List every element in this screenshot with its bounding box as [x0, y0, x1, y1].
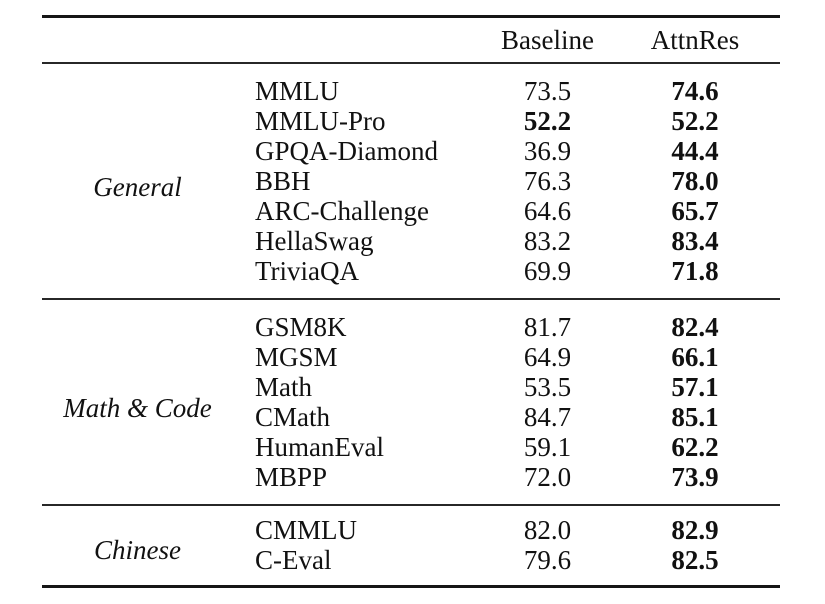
attnres-value: 82.9: [671, 514, 719, 545]
attnres-value: 82.5: [671, 544, 719, 575]
header-baseline: Baseline: [501, 24, 594, 55]
baseline-value: 64.9: [523, 341, 572, 372]
attnres-value: 78.0: [671, 165, 719, 196]
category-label-chinese: Chinese: [94, 534, 181, 565]
table-row: CMath 84.7 85.1: [42, 402, 780, 432]
attnres-value: 44.4: [671, 135, 719, 166]
attnres-value: 71.8: [671, 255, 719, 286]
table-row: MBPP 72.0 73.9: [42, 462, 780, 505]
table-row: Chinese CMMLU 82.0 82.9: [42, 505, 780, 563]
benchmark-name: CMath: [255, 401, 331, 432]
table-row: MGSM 64.9 66.1: [42, 342, 780, 372]
baseline-value: 69.9: [523, 255, 572, 286]
attnres-value: 82.4: [671, 311, 719, 342]
section-general: General MMLU 73.5 74.6 MMLU-Pro 52.2 52.…: [42, 63, 780, 299]
attnres-value: 83.4: [671, 225, 719, 256]
attnres-value: 66.1: [671, 341, 719, 372]
benchmark-name: HellaSwag: [255, 225, 374, 256]
baseline-value: 81.7: [523, 311, 572, 342]
baseline-value: 52.2: [523, 105, 572, 136]
benchmark-name: CMMLU: [255, 514, 358, 545]
header-benchmark-cell: [255, 17, 485, 64]
table-row: MMLU-Pro 52.2 52.2: [42, 106, 780, 136]
section-math-code: Math & Code GSM8K 81.7 82.4 MGSM 64.9 66…: [42, 299, 780, 505]
benchmark-name: BBH: [255, 165, 311, 196]
attnres-value: 57.1: [671, 371, 719, 402]
section-chinese: Chinese CMMLU 82.0 82.9 C-Eval 79.6 82.5: [42, 505, 780, 587]
benchmark-results-table: Baseline AttnRes General MMLU 73.5 74.6 …: [42, 15, 780, 588]
table-header: Baseline AttnRes: [42, 17, 780, 64]
table-row: Math 53.5 57.1: [42, 372, 780, 402]
baseline-value: 64.6: [523, 195, 572, 226]
benchmark-name: HumanEval: [255, 431, 384, 462]
table-row: HumanEval 59.1 62.2: [42, 432, 780, 462]
header-category-cell: [42, 17, 255, 64]
baseline-value: 79.6: [523, 544, 572, 575]
table-row: C-Eval 79.6 82.5: [42, 545, 780, 587]
benchmark-name: C-Eval: [255, 544, 332, 575]
attnres-value: 74.6: [671, 75, 719, 106]
table-row: ARC-Challenge 64.6 65.7: [42, 196, 780, 226]
baseline-value: 36.9: [523, 135, 572, 166]
attnres-value: 62.2: [671, 431, 719, 462]
baseline-value: 82.0: [523, 514, 572, 545]
table-row: GPQA-Diamond 36.9 44.4: [42, 136, 780, 166]
attnres-value: 73.9: [671, 461, 719, 492]
baseline-value: 72.0: [523, 461, 572, 492]
benchmark-name: TriviaQA: [255, 255, 360, 286]
baseline-value: 83.2: [523, 225, 572, 256]
benchmark-name: Math: [255, 371, 312, 402]
baseline-value: 59.1: [523, 431, 572, 462]
attnres-value: 85.1: [671, 401, 719, 432]
attnres-value: 65.7: [671, 195, 719, 226]
baseline-value: 53.5: [523, 371, 572, 402]
baseline-value: 76.3: [523, 165, 572, 196]
benchmark-name: MBPP: [255, 461, 328, 492]
benchmark-name: GPQA-Diamond: [255, 135, 438, 166]
benchmark-name: MGSM: [255, 341, 338, 372]
category-label-math-code: Math & Code: [63, 392, 212, 423]
benchmark-name: ARC-Challenge: [255, 195, 429, 226]
table-row: General MMLU 73.5 74.6: [42, 63, 780, 200]
baseline-value: 73.5: [523, 75, 572, 106]
benchmark-name: MMLU: [255, 75, 340, 106]
table-row: Math & Code GSM8K 81.7 82.4: [42, 299, 780, 421]
header-attnres: AttnRes: [650, 24, 740, 55]
baseline-value: 84.7: [523, 401, 572, 432]
attnres-value: 52.2: [671, 105, 719, 136]
header-row: Baseline AttnRes: [42, 17, 780, 64]
benchmark-name: GSM8K: [255, 311, 347, 342]
table-row: HellaSwag 83.2 83.4: [42, 226, 780, 256]
table-row: TriviaQA 69.9 71.8: [42, 256, 780, 299]
table-row: BBH 76.3 78.0: [42, 166, 780, 196]
benchmark-name: MMLU-Pro: [255, 105, 386, 136]
category-label-general: General: [93, 171, 182, 202]
